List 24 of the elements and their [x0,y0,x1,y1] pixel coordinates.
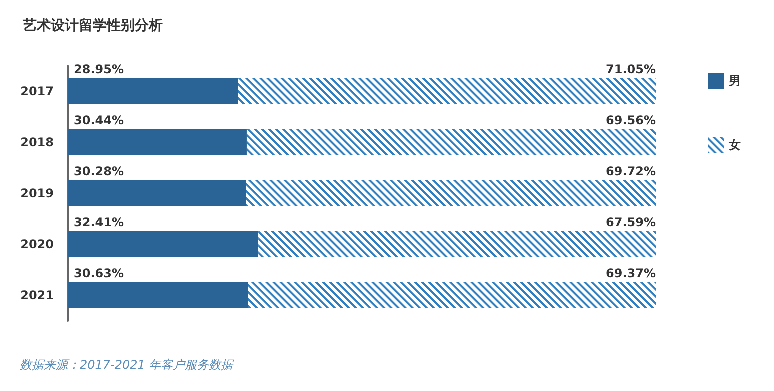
legend-label: 男 [728,74,741,88]
data-label: 30.63% [74,266,124,280]
y-tick-label: 2020 [20,238,54,252]
data-label: 30.28% [74,164,124,178]
y-tick-label: 2019 [20,186,54,200]
bar [68,130,247,156]
data-label: 69.72% [606,164,656,178]
data-label: 69.56% [606,114,656,128]
data-label: 30.44% [74,114,124,128]
y-tick-label: 2018 [20,136,54,150]
data-label: 67.59% [606,216,656,230]
bar [68,180,246,206]
data-label: 28.95% [74,62,124,76]
bar [68,78,238,104]
data-label: 69.37% [606,266,656,280]
y-tick-label: 2017 [20,84,54,98]
bar [68,282,248,308]
y-tick-label: 2021 [20,288,54,302]
data-label: 32.41% [74,216,124,230]
data-label: 71.05% [606,62,656,76]
chart-title: 艺术设计留学性别分析 [22,18,163,34]
legend-label: 女 [728,138,741,152]
source-note: 数据来源：2017-2021 年客户服务数据 [20,358,236,372]
bar [68,232,259,258]
